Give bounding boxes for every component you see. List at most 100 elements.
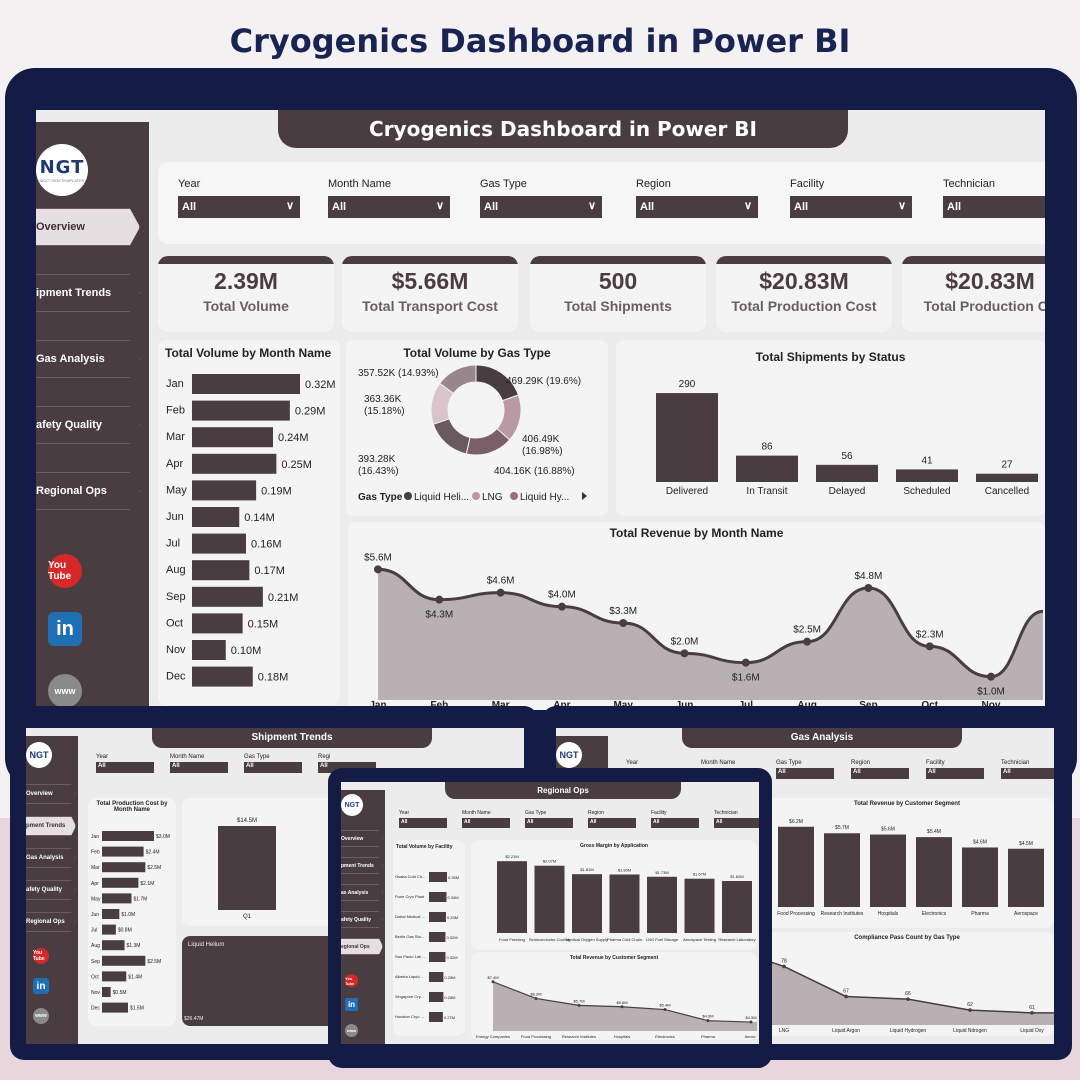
data-point[interactable]: [1030, 1011, 1034, 1015]
bar[interactable]: [192, 427, 273, 448]
bar[interactable]: [102, 955, 146, 966]
bar[interactable]: [102, 893, 132, 904]
nav-overview[interactable]: Overview: [36, 208, 140, 246]
filter-dropdown[interactable]: All: [943, 196, 1045, 218]
bar[interactable]: [192, 640, 226, 660]
bar[interactable]: [870, 834, 906, 907]
youtube-icon[interactable]: You Tube: [48, 554, 82, 588]
nav-item-3[interactable]: afety Quality: [341, 911, 383, 928]
nav-regional-ops[interactable]: Regional Ops: [36, 472, 140, 510]
data-point[interactable]: [864, 584, 873, 592]
filter-dropdown[interactable]: All: [651, 818, 699, 828]
bar[interactable]: [609, 874, 640, 934]
nav-gas-analysis[interactable]: Gas Analysis: [36, 340, 140, 378]
nav-item-1[interactable]: pment Trends: [26, 816, 76, 836]
data-point[interactable]: [491, 980, 495, 984]
filter-dropdown[interactable]: All ∨: [178, 196, 300, 218]
bar[interactable]: [429, 1012, 443, 1022]
bar[interactable]: [916, 837, 952, 907]
filter-dropdown[interactable]: All ∨: [790, 196, 912, 218]
data-point[interactable]: [987, 672, 995, 681]
nav-item-1[interactable]: pment Trends: [341, 857, 383, 874]
bar[interactable]: [429, 972, 444, 982]
nav-item-4[interactable]: Regional Ops: [26, 912, 76, 932]
bar[interactable]: [684, 878, 715, 933]
filter-dropdown[interactable]: All: [399, 818, 447, 828]
bar[interactable]: [429, 912, 446, 922]
youtube-icon[interactable]: You Tube: [345, 974, 358, 987]
bar[interactable]: [192, 453, 277, 474]
bar[interactable]: [429, 872, 447, 882]
data-point[interactable]: [577, 1003, 581, 1007]
data-point[interactable]: [706, 1019, 710, 1023]
data-point[interactable]: [906, 997, 910, 1001]
bar[interactable]: [962, 847, 998, 907]
bar[interactable]: [102, 924, 116, 935]
bar[interactable]: [102, 877, 139, 888]
data-point[interactable]: [925, 642, 934, 651]
data-point[interactable]: [620, 1005, 624, 1009]
bar[interactable]: [572, 874, 602, 933]
data-point[interactable]: [803, 637, 812, 646]
filter-dropdown[interactable]: All: [1001, 768, 1054, 779]
website-icon[interactable]: www: [345, 1024, 358, 1037]
bar[interactable]: [647, 876, 677, 933]
nav-item-2[interactable]: Gas Analysis: [26, 848, 76, 868]
bar[interactable]: [497, 861, 527, 933]
bar[interactable]: [102, 846, 144, 857]
nav-item-2[interactable]: as Analysis: [341, 884, 383, 901]
filter-dropdown[interactable]: All: [776, 768, 834, 779]
data-point[interactable]: [496, 588, 505, 597]
bar[interactable]: [102, 862, 146, 873]
bar[interactable]: [778, 826, 814, 907]
bar[interactable]: [736, 455, 798, 482]
filter-dropdown[interactable]: All ∨: [636, 196, 758, 218]
bar[interactable]: [534, 865, 565, 933]
filter-dropdown[interactable]: All: [170, 762, 228, 773]
linkedin-icon[interactable]: in: [33, 978, 49, 994]
bar[interactable]: [976, 473, 1038, 482]
filter-dropdown[interactable]: All: [525, 818, 573, 828]
data-point[interactable]: [619, 619, 628, 627]
bar[interactable]: [429, 992, 444, 1002]
filter-dropdown[interactable]: All ∨: [480, 196, 602, 218]
pie-slice[interactable]: [439, 364, 477, 395]
website-icon[interactable]: www: [33, 1008, 49, 1024]
nav-item-0[interactable]: Overview: [341, 830, 383, 847]
nav-item-4[interactable]: egional Ops: [341, 938, 383, 955]
filter-dropdown[interactable]: All: [244, 762, 302, 773]
bar[interactable]: [102, 987, 111, 997]
filter-dropdown[interactable]: All: [926, 768, 984, 779]
data-point[interactable]: [435, 595, 444, 604]
bar[interactable]: [192, 480, 257, 501]
nav-item-0[interactable]: Overview: [26, 784, 76, 804]
bar[interactable]: [192, 507, 240, 527]
data-point[interactable]: [534, 996, 538, 1000]
data-point[interactable]: [663, 1008, 667, 1012]
bar[interactable]: [722, 881, 752, 933]
bar[interactable]: [102, 909, 120, 919]
bar[interactable]: [429, 892, 447, 902]
nav-shipment-trends[interactable]: ipment Trends: [36, 274, 140, 312]
filter-dropdown[interactable]: All: [851, 768, 909, 779]
data-point[interactable]: [374, 565, 382, 574]
bar[interactable]: [192, 400, 290, 421]
bar[interactable]: [218, 826, 276, 910]
bar[interactable]: [192, 374, 300, 394]
data-point[interactable]: [749, 1020, 753, 1024]
filter-dropdown[interactable]: All: [588, 818, 636, 828]
bar[interactable]: [192, 560, 250, 581]
linkedin-icon[interactable]: in: [48, 612, 82, 646]
bar[interactable]: [896, 469, 958, 482]
nav-safety-quality[interactable]: afety Quality: [36, 406, 140, 444]
data-point[interactable]: [557, 602, 566, 611]
data-point[interactable]: [968, 1008, 972, 1012]
bar[interactable]: [102, 940, 125, 951]
filter-dropdown[interactable]: All: [462, 818, 510, 828]
filter-dropdown[interactable]: All: [318, 762, 376, 773]
nav-item-3[interactable]: afety Quality: [26, 880, 76, 900]
bar[interactable]: [429, 932, 446, 942]
youtube-icon[interactable]: You Tube: [33, 948, 49, 964]
website-icon[interactable]: www: [48, 674, 82, 708]
linkedin-icon[interactable]: in: [345, 998, 358, 1011]
